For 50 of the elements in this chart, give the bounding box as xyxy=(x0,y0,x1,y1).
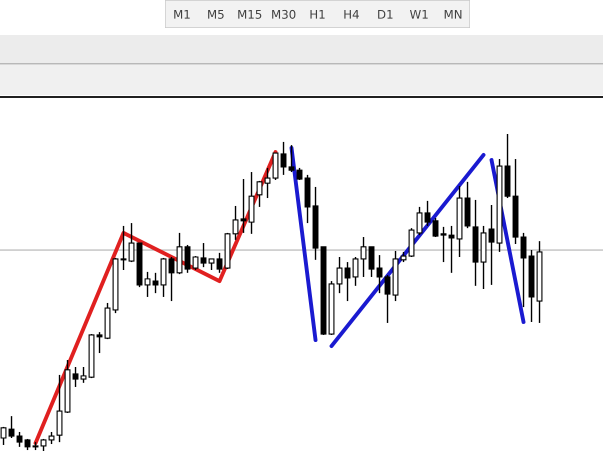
candlestick xyxy=(352,256,358,287)
candlestick xyxy=(280,141,286,176)
candlestick xyxy=(0,426,6,446)
text: D1 xyxy=(378,10,392,19)
candlestick xyxy=(168,256,174,302)
candlestick xyxy=(152,272,158,294)
candlestick xyxy=(488,204,494,286)
candlestick xyxy=(288,144,294,173)
candlestick xyxy=(24,438,30,451)
text: MN xyxy=(444,10,462,19)
candlestick xyxy=(192,255,198,271)
candlestick xyxy=(344,261,350,302)
candlestick xyxy=(72,366,78,388)
candlestick xyxy=(384,274,390,324)
candlestick xyxy=(8,415,14,439)
candlestick xyxy=(424,200,430,227)
candlestick xyxy=(264,167,270,199)
text: M30 xyxy=(272,10,296,19)
candlestick xyxy=(240,178,246,234)
candlestick xyxy=(400,251,406,263)
text: M1 xyxy=(174,10,190,19)
candlestick xyxy=(216,252,222,274)
candlestick xyxy=(120,225,126,271)
text: M5 xyxy=(208,10,224,19)
candlestick xyxy=(256,180,262,208)
candlestick xyxy=(48,431,54,445)
candlestick xyxy=(376,254,382,294)
text: H4 xyxy=(344,10,359,19)
candlestick xyxy=(336,256,342,294)
candlestick xyxy=(200,242,206,268)
candlestick xyxy=(16,431,22,448)
candlestick xyxy=(40,438,46,452)
candlestick xyxy=(360,236,366,278)
candlestick xyxy=(80,366,86,384)
candlestick xyxy=(432,217,438,238)
candlestick xyxy=(416,206,422,236)
text: W1 xyxy=(410,10,428,19)
candlestick xyxy=(96,331,102,354)
candlestick xyxy=(232,205,238,241)
text: M15 xyxy=(238,10,262,19)
candlestick xyxy=(440,226,446,263)
candlestick xyxy=(208,258,214,271)
candlestick xyxy=(448,225,454,274)
candlestick xyxy=(520,232,526,308)
candlestick xyxy=(368,246,374,278)
candlestick xyxy=(296,167,302,181)
candlestick xyxy=(128,222,134,263)
text: H1 xyxy=(310,10,325,19)
candlestick xyxy=(144,271,150,298)
candlestick xyxy=(184,244,190,274)
